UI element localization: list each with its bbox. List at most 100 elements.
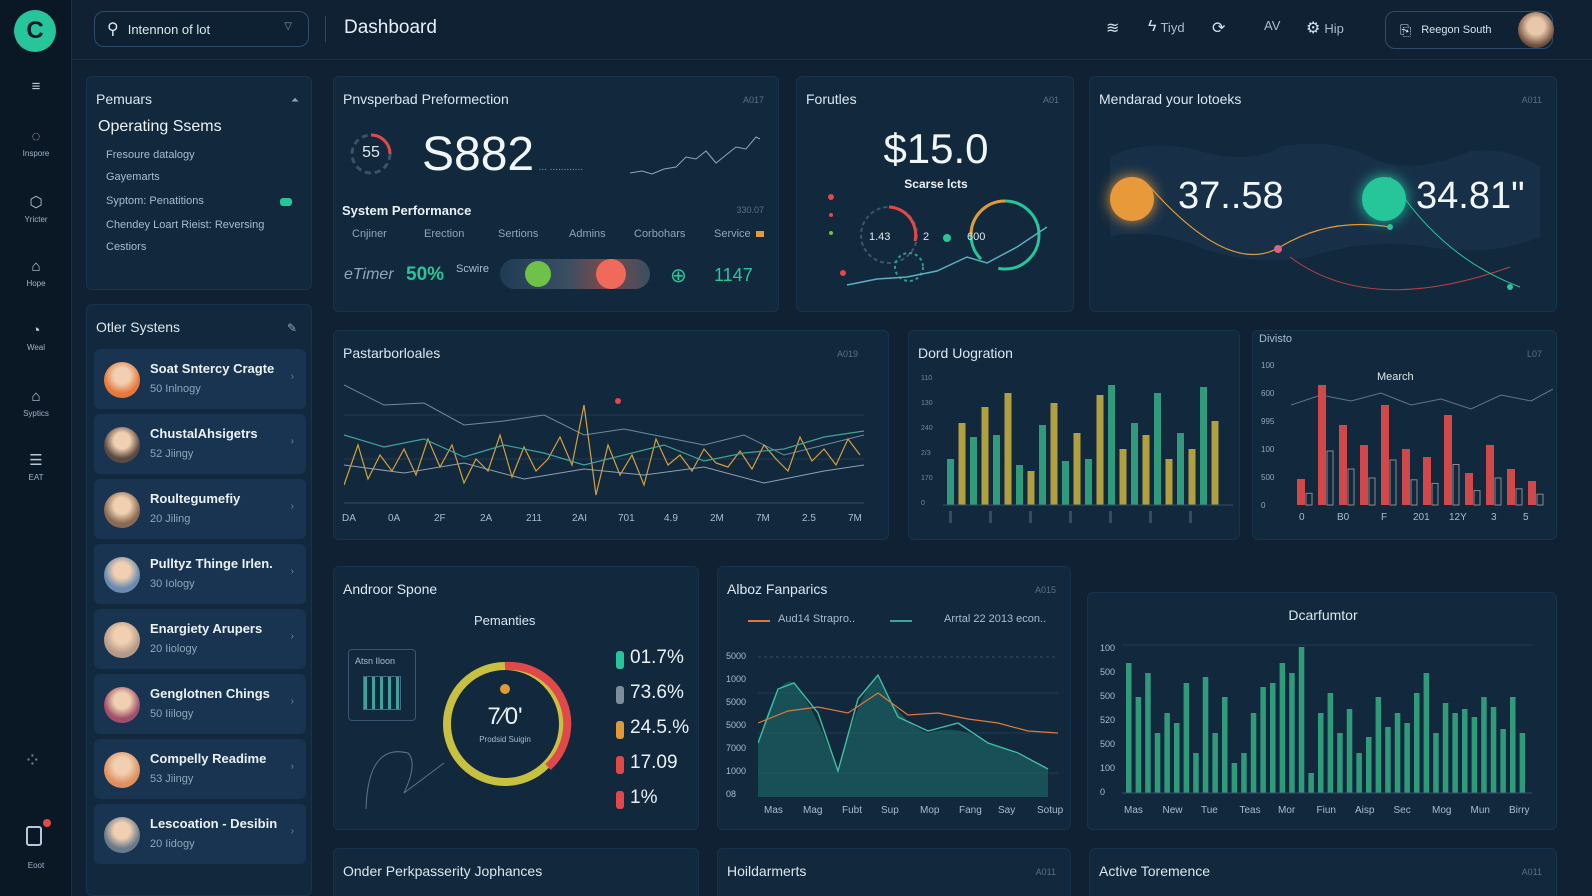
toggle-track[interactable]	[500, 259, 650, 289]
rail-item-2[interactable]: ⬡ Yricter	[0, 194, 72, 246]
x-tick-label: 2AI	[572, 513, 588, 524]
chevron-right-icon[interactable]: ›	[290, 761, 294, 772]
item-name: Genglotnen Chings	[150, 686, 270, 701]
x-tick-label: Say	[998, 805, 1016, 816]
edit-icon[interactable]: ✎	[286, 321, 297, 335]
y-tick-label: 170	[921, 475, 933, 482]
chevron-right-icon[interactable]: ›	[290, 371, 294, 382]
chevron-right-icon[interactable]: ›	[290, 826, 294, 837]
x-tick-label: 0A	[388, 513, 401, 524]
topbar-item-1[interactable]: ϟ Tiyd	[1148, 18, 1185, 36]
timer-value: 50%	[406, 264, 445, 285]
avatar[interactable]	[1518, 12, 1554, 48]
bar	[1339, 425, 1347, 505]
avatar	[104, 557, 140, 593]
chevron-down-icon[interactable]: ▽	[284, 21, 292, 32]
list-item[interactable]: Soat Sntercy Cragte 50 Inlnogy ›	[94, 349, 306, 409]
badge-icon: ⬡	[29, 194, 43, 211]
user-menu[interactable]: ⎘ Reegon South	[1385, 11, 1554, 49]
sync-icon: ⟳	[1212, 20, 1226, 37]
item-name: Compelly Readime	[150, 751, 267, 766]
notification-dot	[43, 819, 51, 827]
list-item[interactable]: Roultegumefiy 20 Jiling ›	[94, 479, 306, 539]
bar	[1135, 697, 1142, 793]
topbar-item-4[interactable]: ⚙ Hip	[1306, 18, 1344, 38]
bar	[1298, 647, 1305, 793]
marker-green[interactable]	[1362, 177, 1406, 221]
rail-item-4[interactable]: ◔ Weal	[0, 322, 72, 374]
x-tick-label: Teas	[1239, 805, 1261, 816]
rail-item-1[interactable]: ◌ Inspore	[0, 128, 72, 180]
mini-bars-icon	[363, 676, 401, 710]
list-item[interactable]: Pulltyz Thinge Irlen. 30 Iology ›	[94, 544, 306, 604]
topbar-item-3[interactable]: AV	[1260, 18, 1280, 33]
chevron-right-icon[interactable]: ›	[290, 566, 294, 577]
list-item[interactable]: Fresoure datalogy	[106, 149, 195, 161]
item-name: ChustalAhsigetrs	[150, 426, 258, 441]
count-value: 1147	[714, 265, 753, 285]
item-name: Roultegumefiy	[150, 491, 241, 506]
app-logo[interactable]: C	[14, 10, 56, 52]
y-tick-label: 5000	[726, 720, 747, 730]
list-item[interactable]: ChustalAhsigetrs 52 Jiingy ›	[94, 414, 306, 474]
rail-item-5[interactable]: ⌂ Syptics	[0, 388, 72, 440]
mini-box[interactable]: Atsn Iloon	[348, 649, 416, 721]
device-icon[interactable]	[26, 826, 42, 846]
list-item[interactable]: Syptom: Penatitions	[106, 195, 204, 207]
chevron-right-icon[interactable]: ›	[290, 696, 294, 707]
list-item[interactable]: Gayemarts	[106, 171, 160, 183]
stat-swatch	[616, 721, 624, 739]
x-tick-label: Mas	[1124, 805, 1143, 816]
collapse-icon[interactable]: ⏶	[291, 95, 299, 106]
list-item[interactable]: Enargiety Arupers 20 Iiology ›	[94, 609, 306, 669]
rail-item-3[interactable]: ⌂ Hope	[0, 258, 72, 310]
orbit-value-3: 600	[967, 231, 986, 243]
list-item[interactable]: Cestiors	[106, 241, 147, 253]
tab-5[interactable]: Service	[714, 228, 751, 240]
item-name: Soat Sntercy Cragte	[150, 361, 275, 376]
toggle-knob-red[interactable]	[596, 259, 626, 289]
bar	[1500, 729, 1506, 793]
tab-1[interactable]: Erection	[424, 228, 465, 240]
divisto-panel: Divisto L07 Mearch 100 600 995 100 500 0 0 B0 F…	[1252, 330, 1557, 540]
list-item[interactable]: Lescoation - Desibin 20 Iidogy ›	[94, 804, 306, 864]
stat-swatch	[616, 791, 624, 809]
x-axis-ticks	[949, 511, 1229, 523]
list-item[interactable]: Chendey Loart Rieist: Reversing	[106, 219, 265, 231]
bar	[1490, 707, 1497, 793]
bar	[1337, 733, 1343, 793]
x-tick-label: 3	[1491, 512, 1497, 523]
tab-3[interactable]: Admins	[569, 228, 606, 240]
panel-tag: A019	[836, 349, 858, 359]
bar	[1442, 703, 1449, 793]
tab-4[interactable]: Corbohars	[634, 228, 686, 240]
list-item[interactable]: Genglotnen Chings 50 Iiilogy ›	[94, 674, 306, 734]
chevron-right-icon[interactable]: ›	[290, 501, 294, 512]
panel-title: Dcarfumtor	[1288, 607, 1358, 623]
bar	[1119, 449, 1127, 505]
tab-0[interactable]: Cnjiner	[352, 228, 387, 240]
search-input[interactable]: Intennon of lot	[127, 21, 211, 37]
list-item[interactable]: Compelly Readime 53 Jiingy ›	[94, 739, 306, 799]
topbar-item-2[interactable]: ⟳	[1212, 18, 1229, 38]
x-tick-label: 2A	[480, 513, 493, 524]
toggle-knob-green[interactable]	[525, 261, 551, 287]
bar	[958, 423, 966, 505]
bar	[1200, 387, 1207, 505]
panel-subtitle: Operating Ssems	[98, 118, 222, 135]
marker-orange[interactable]	[1110, 177, 1154, 221]
topbar-item-0[interactable]: ≋	[1106, 18, 1123, 38]
bar	[1394, 713, 1401, 793]
bottom-panel-1: Onder Perkpasserity Jophances	[333, 848, 699, 896]
rail-item-6[interactable]: ☰ EAT	[0, 452, 72, 504]
chevron-right-icon[interactable]: ›	[290, 436, 294, 447]
rail-item-label: EAT	[28, 473, 44, 482]
y-tick-label: 1000	[726, 674, 747, 684]
grid-icon[interactable]: ⁘	[24, 750, 41, 772]
rail-item-0[interactable]: ≡	[0, 78, 72, 130]
tab-2[interactable]: Sertions	[498, 228, 539, 240]
search-box[interactable]: ⚲ Intennon of lot ▽	[94, 11, 309, 47]
bar	[1528, 481, 1536, 505]
rail-item-label: Inspore	[22, 149, 50, 158]
chevron-right-icon[interactable]: ›	[290, 631, 294, 642]
